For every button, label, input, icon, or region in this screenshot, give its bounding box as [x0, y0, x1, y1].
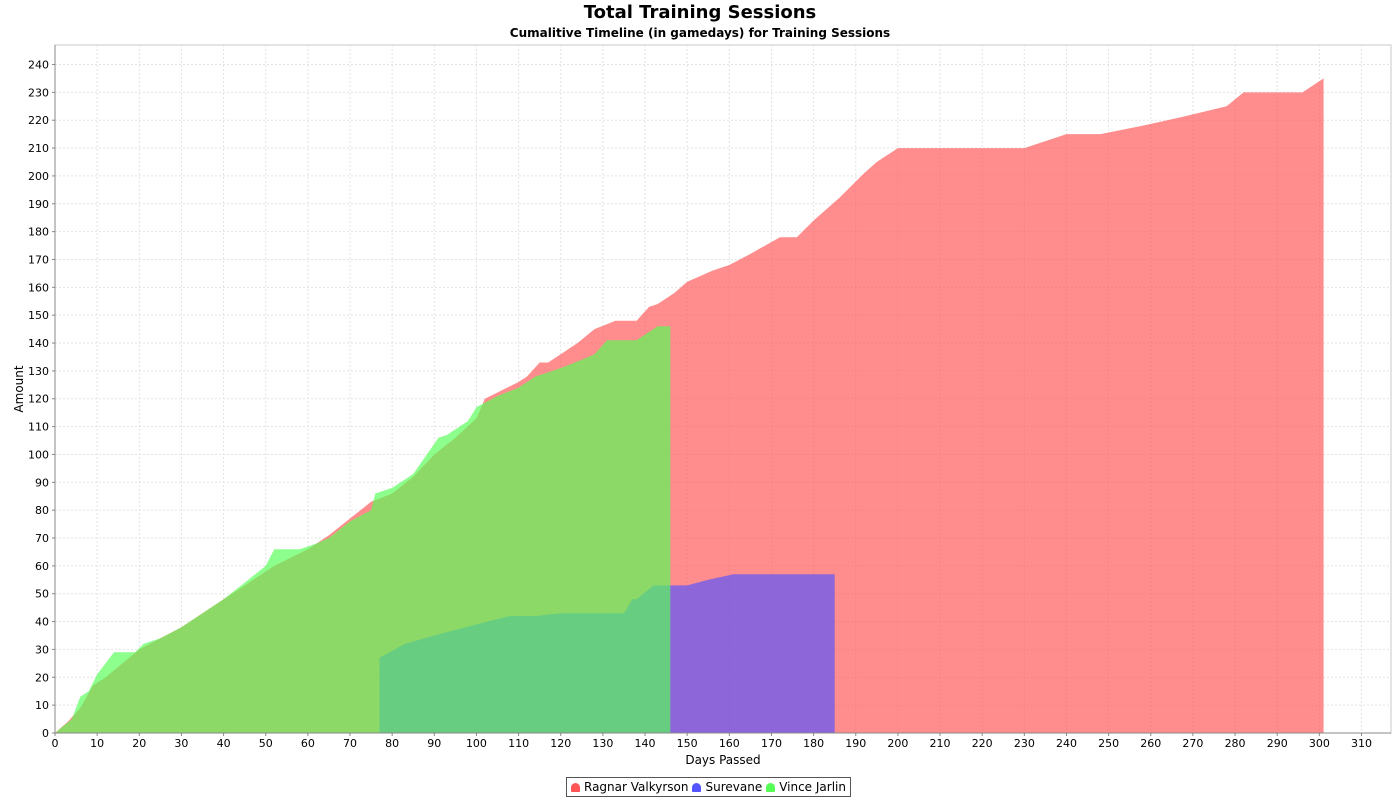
legend-item: Surevane: [692, 780, 762, 794]
y-tick-label: 170: [28, 253, 49, 266]
y-tick-label: 80: [35, 504, 49, 517]
x-tick-label: 200: [887, 737, 908, 750]
y-tick-label: 140: [28, 337, 49, 350]
x-tick-label: 190: [845, 737, 866, 750]
chart-plot: 0 10 20 30 40 50 60 70 80 90 100 110 120 130 140 150 160…: [12, 44, 1392, 767]
x-tick-label: 130: [592, 737, 613, 750]
y-tick-label: 70: [35, 532, 49, 545]
y-tick-label: 130: [28, 365, 49, 378]
x-tick-label: 140: [635, 737, 656, 750]
x-tick-label: 290: [1267, 737, 1288, 750]
y-tick-label: 160: [28, 281, 49, 294]
x-tick-label: 20: [132, 737, 146, 750]
x-tick-label: 70: [343, 737, 357, 750]
y-tick-label: 40: [35, 616, 49, 629]
y-tick-label: 150: [28, 309, 49, 322]
legend-item: Ragnar Valkyrson: [571, 780, 688, 794]
axes: 0 10 20 30 40 50 60 70 80 90 100 110 120 130 140 150 160…: [28, 45, 1391, 750]
legend-label: Surevane: [705, 780, 763, 794]
x-tick-label: 270: [1182, 737, 1203, 750]
x-tick-label: 250: [1098, 737, 1119, 750]
y-tick-label: 180: [28, 226, 49, 239]
x-tick-label: 80: [385, 737, 399, 750]
x-tick-label: 110: [508, 737, 529, 750]
x-tick-label: 10: [90, 737, 104, 750]
y-tick-label: 30: [35, 643, 49, 656]
x-tick-label: 60: [301, 737, 315, 750]
y-tick-label: 0: [42, 727, 49, 740]
y-tick-label: 230: [28, 86, 49, 99]
y-tick-label: 100: [28, 448, 49, 461]
x-tick-label: 160: [719, 737, 740, 750]
legend-swatch: [571, 782, 580, 792]
legend-swatch: [692, 782, 702, 792]
y-tick-label: 190: [28, 198, 49, 211]
y-tick-label: 200: [28, 170, 49, 183]
x-tick-label: 220: [972, 737, 993, 750]
legend: Ragnar Valkyrson Surevane Vince Jarlin: [566, 777, 851, 797]
x-tick-label: 100: [466, 737, 487, 750]
x-tick-label: 170: [761, 737, 782, 750]
x-tick-label: 120: [550, 737, 571, 750]
legend-item: Vince Jarlin: [766, 780, 846, 794]
legend-label: Vince Jarlin: [779, 780, 846, 794]
legend-label: Ragnar Valkyrson: [584, 780, 689, 794]
chart-subtitle: Cumalitive Timeline (in gamedays) for Tr…: [509, 26, 891, 40]
x-tick-label: 300: [1309, 737, 1330, 750]
y-tick-label: 60: [35, 560, 49, 573]
x-tick-label: 180: [803, 737, 824, 750]
y-tick-label: 10: [35, 699, 49, 712]
x-tick-label: 150: [677, 737, 698, 750]
chart-title: Total Training Sessions: [583, 2, 817, 23]
x-axis-label: Days Passed: [685, 753, 760, 767]
series-area-vince-jarlin: [55, 326, 671, 733]
x-tick-label: 280: [1225, 737, 1246, 750]
y-tick-label: 50: [35, 588, 49, 601]
series-layer: [55, 78, 1324, 733]
y-tick-label: 240: [28, 58, 49, 71]
y-tick-label: 210: [28, 142, 49, 155]
x-tick-label: 230: [1014, 737, 1035, 750]
x-tick-label: 40: [217, 737, 231, 750]
x-tick-label: 310: [1351, 737, 1372, 750]
x-tick-label: 0: [52, 737, 59, 750]
x-tick-label: 260: [1140, 737, 1161, 750]
y-tick-label: 120: [28, 393, 49, 406]
y-tick-label: 90: [35, 476, 49, 489]
x-tick-label: 210: [930, 737, 951, 750]
legend-swatch: [766, 782, 776, 792]
y-tick-label: 20: [35, 671, 49, 684]
y-tick-label: 110: [28, 421, 49, 434]
y-axis-label: Amount: [12, 365, 26, 412]
x-tick-label: 240: [1056, 737, 1077, 750]
x-tick-label: 90: [427, 737, 441, 750]
y-tick-label: 220: [28, 114, 49, 127]
x-tick-label: 50: [259, 737, 273, 750]
x-tick-label: 30: [174, 737, 188, 750]
